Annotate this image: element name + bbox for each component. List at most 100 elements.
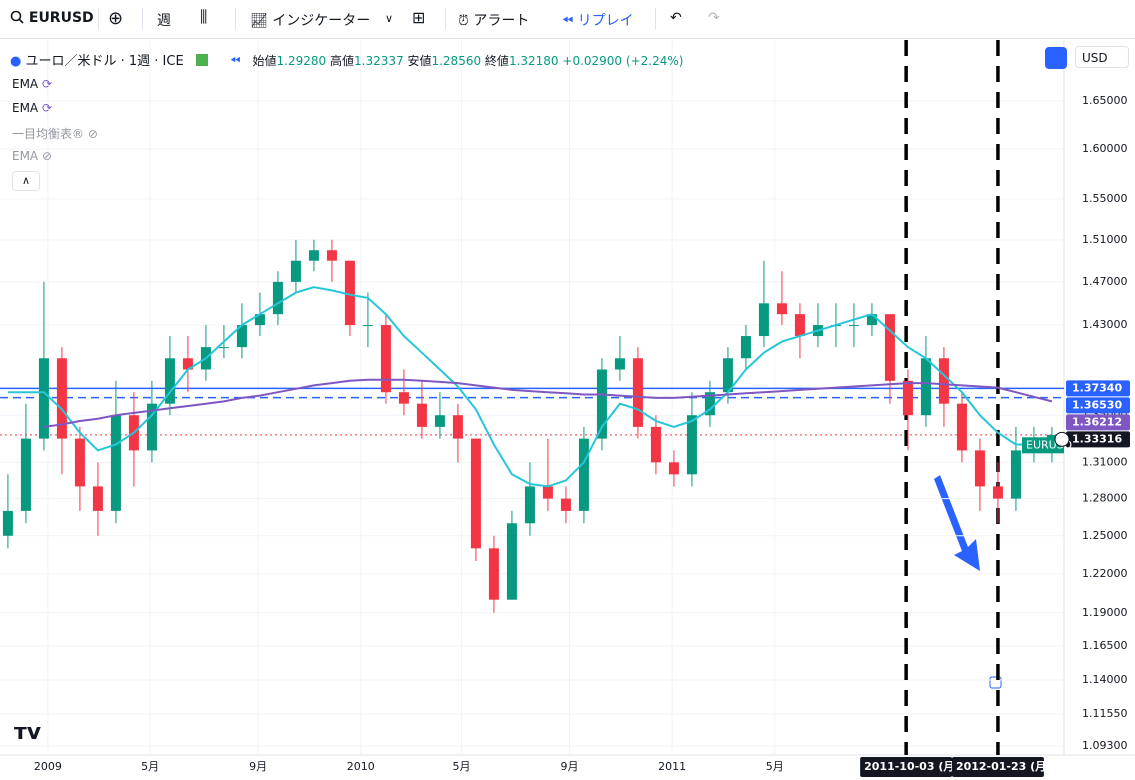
y-tick-label: 1.14000 [1082,673,1128,686]
indicator[interactable]: EMA ⊘ [12,149,52,163]
market-status [195,54,208,66]
indicator[interactable]: EMA ⟳ [12,101,52,115]
candle-body [290,260,301,282]
separator [235,8,236,30]
candle-body [650,426,661,463]
currency: USD [1082,51,1108,65]
interval[interactable]: 週 [157,13,171,29]
indicators-text: インジケーター [272,13,371,29]
collapse-button[interactable]: ∧ [12,171,40,191]
candle-body [974,450,985,487]
y-tick-label: 1.55000 [1082,192,1128,205]
candle-body [632,358,643,427]
candle-body [920,358,931,416]
y-tick-label: 1.16500 [1082,639,1128,652]
ema-line [7,286,1052,488]
chart-type-button[interactable]: ⫼ [200,7,208,26]
ema-line [43,378,1053,428]
add-button[interactable]: ⊕ [108,8,124,29]
candle-body [164,358,175,404]
redo-button[interactable]: ↷ [708,10,720,26]
legend: ● ユーロ／米ドル · 1週 · ICE ⏪︎ 始値1.29280 高値1.32… [10,50,683,69]
candle-body [434,415,445,427]
x-tick-label: 5月 [453,760,471,773]
candle-body [236,325,247,348]
toolbar: EURUSD ⊕ 週 ⫼ 📈︎ インジケーター ∨ ⊞ ⏰︎ アラート ⏪︎ リ… [0,0,1135,39]
candle-body [272,281,283,315]
candle-body [866,314,877,326]
candle-body [938,358,949,404]
candle-body [182,358,193,370]
indicators-button[interactable]: 📈︎ インジケーター [250,13,371,29]
indicator-name: EMA [12,101,39,115]
undo-button[interactable]: ↶ [670,10,682,26]
chart: 1.65000 1.60000 1.55000 1.51000 1.47000 1.430… [0,39,1135,780]
price-tag [1066,397,1130,414]
y-tick-label: 1.65000 [1082,94,1128,107]
screenshot-button[interactable] [1045,47,1067,69]
x-tick-label: 2010 [347,760,375,773]
candle-body [776,303,787,315]
legend-title: ユーロ／米ドル · 1週 · ICE [25,54,184,69]
close-label: 終値 [484,54,509,68]
ohlc: 始値1.29280 高値1.32337 安値1.28560 終値1.32180 … [253,54,684,68]
candle-body [38,358,49,439]
high-value: 1.32337 [354,54,404,68]
candle-body [506,523,517,600]
y-tick-label: 1.47000 [1082,275,1128,288]
candle-body [380,325,391,393]
candle-body [740,336,751,359]
alert-text: アラート [473,13,530,29]
date-tag-label: 2012-01-23 (月) [956,760,1051,773]
candle-body [92,486,103,511]
x-tick-label: 2009 [34,760,62,773]
x-tick-label: 9月 [561,760,579,773]
y-tick-label: 1.25000 [1082,529,1128,542]
indicator[interactable]: EMA ⟳ [12,77,52,91]
indicator-name: EMA [12,149,39,163]
candle-body [362,325,373,327]
candle-body [344,260,355,326]
price-tag-label: 1.37340 [1072,381,1122,394]
hidden-icon: ⊘ [41,149,53,163]
candle-body [578,438,589,511]
price-tag [1066,431,1130,448]
date-tag-label: 2011-10-03 (月) [864,760,959,773]
candle-body [416,403,427,427]
y-tick-label: 1.60000 [1082,142,1128,155]
separator [445,8,446,30]
indicator-name: 一目均衡表® [12,127,85,141]
separator [142,8,143,30]
layouts-button[interactable]: ⊞ [412,8,426,27]
candle-body [2,510,13,536]
candle-body [560,498,571,511]
symbol-icon: ● [10,54,22,69]
x-tick-label: 5月 [141,760,159,773]
candle-body [848,325,859,327]
indicator[interactable]: 一目均衡表® ⊘ [12,125,98,142]
y-tick-label: 1.28000 [1082,492,1128,505]
candle-body [1010,450,1021,499]
replay-icon[interactable]: ⏪︎ [229,54,241,69]
candle-body [758,303,769,337]
candle-body [326,250,337,261]
candle-body [884,314,895,381]
dropdown[interactable]: ∨ [385,12,394,25]
replay-button[interactable]: ⏪︎ リプレイ [562,13,634,29]
y-tick-label: 1.09300 [1082,739,1128,752]
currency-select[interactable]: USD [1075,46,1129,68]
alert-button[interactable]: ⏰︎ アラート [458,13,530,29]
low-value: 1.28560 [431,54,482,68]
candle-body [254,314,265,326]
y-tick-label: 1.43000 [1082,318,1128,331]
loading-icon: ⟳ [41,101,53,115]
price-tag [1066,414,1130,431]
x-tick-label: 5月 [766,760,784,773]
loading-icon: ⟳ [41,77,53,91]
separator [98,8,99,30]
candle-body [20,438,31,511]
y-tick-label: 1.19000 [1082,606,1128,619]
symbol[interactable]: EURUSD [10,10,94,26]
hidden-icon: ⊘ [87,127,98,141]
search-icon [10,10,24,24]
